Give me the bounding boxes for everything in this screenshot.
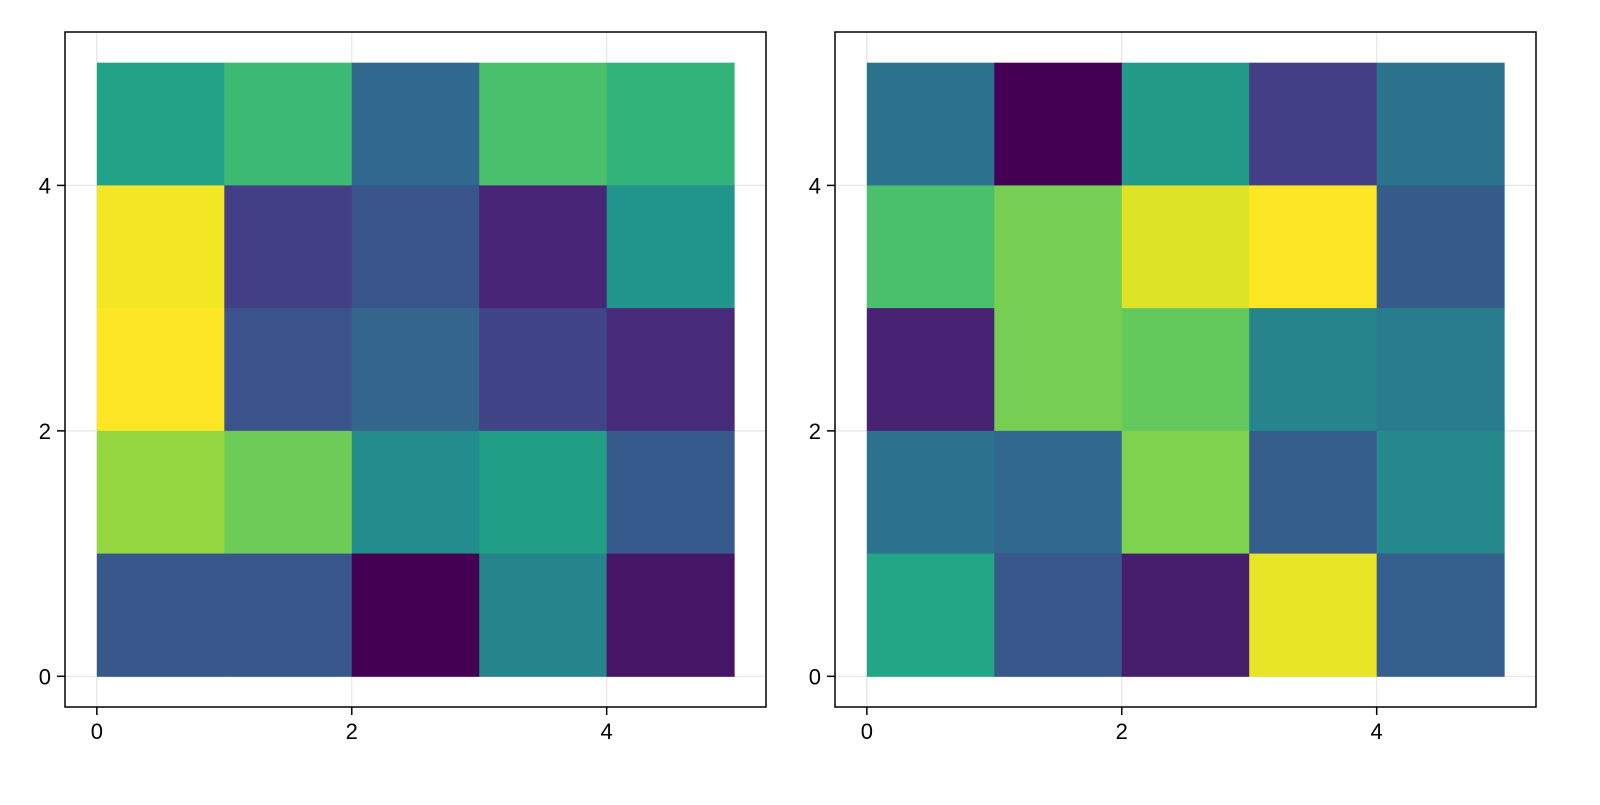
x-tick-label: 0 xyxy=(91,719,103,744)
heatmap-cell xyxy=(224,553,353,677)
heatmap-cell xyxy=(96,553,225,677)
heatmap-cell xyxy=(479,308,608,432)
heatmap-cell xyxy=(1249,185,1378,309)
heatmap-cell xyxy=(351,62,480,186)
heatmap-cell xyxy=(1121,308,1250,432)
x-tick-label: 2 xyxy=(346,719,358,744)
heatmap-cell xyxy=(224,430,353,555)
heatmap-cell xyxy=(866,185,995,309)
heatmap-cell xyxy=(1121,185,1250,309)
heatmap-cell xyxy=(866,308,995,432)
heatmap-cell xyxy=(1121,553,1250,677)
heatmap-cell xyxy=(1376,553,1505,677)
heatmap-cell xyxy=(1376,308,1505,432)
heatmap-cell xyxy=(1249,430,1378,555)
heatmap-cell xyxy=(866,62,995,186)
heatmap-cell xyxy=(994,185,1123,309)
heatmap-panel-1: 0 2 4 0 2 4 xyxy=(39,31,767,744)
heatmap-cell xyxy=(1121,62,1250,186)
heatmap-cell xyxy=(351,430,480,555)
heatmap-cell xyxy=(351,185,480,309)
y-tick-label: 4 xyxy=(39,173,51,198)
heatmap-cell xyxy=(96,430,225,555)
heatmap-cell xyxy=(351,308,480,432)
heatmap-cell xyxy=(479,62,608,186)
heatmap-cell xyxy=(1376,185,1505,309)
axes-frame xyxy=(834,31,1537,708)
heatmap-cell xyxy=(606,430,735,555)
x-tick-label: 2 xyxy=(1116,719,1128,744)
x-tick-label: 4 xyxy=(601,719,613,744)
heatmap-cell xyxy=(479,430,608,555)
y-tick-label: 2 xyxy=(39,419,51,444)
heatmap-cell xyxy=(96,308,225,432)
axes-frame xyxy=(64,31,767,708)
y-tick-label: 0 xyxy=(39,664,51,689)
heatmap-cell xyxy=(1376,62,1505,186)
heatmap-cell xyxy=(866,553,995,677)
y-tick-label: 2 xyxy=(809,419,821,444)
heatmap-cell xyxy=(224,62,353,186)
heatmap-cell xyxy=(479,185,608,309)
heatmap-cell xyxy=(606,308,735,432)
heatmap-cell xyxy=(96,62,225,186)
heatmap-cell xyxy=(994,553,1123,677)
heatmap-cell xyxy=(1249,553,1378,677)
heatmap-cell xyxy=(994,430,1123,555)
heatmap-cell xyxy=(1376,430,1505,555)
heatmap-cell xyxy=(351,553,480,677)
heatmap-cell xyxy=(606,62,735,186)
heatmap-cell xyxy=(224,185,353,309)
y-tick-label: 4 xyxy=(809,173,821,198)
x-tick-label: 4 xyxy=(1371,719,1383,744)
heatmap-cell xyxy=(1121,430,1250,555)
heatmap-cell xyxy=(606,553,735,677)
heatmap-cell xyxy=(994,308,1123,432)
heatmap-panel-2: 0 2 4 0 2 4 xyxy=(809,31,1537,744)
heatmap-cell xyxy=(994,62,1123,186)
heatmap-cell xyxy=(866,430,995,555)
x-tick-label: 0 xyxy=(861,719,873,744)
heatmap-cell xyxy=(96,185,225,309)
heatmap-cell xyxy=(1249,308,1378,432)
heatmap-cell xyxy=(479,553,608,677)
y-tick-label: 0 xyxy=(809,664,821,689)
heatmap-cell xyxy=(224,308,353,432)
heatmap-cell xyxy=(606,185,735,309)
heatmap-cell xyxy=(1249,62,1378,186)
